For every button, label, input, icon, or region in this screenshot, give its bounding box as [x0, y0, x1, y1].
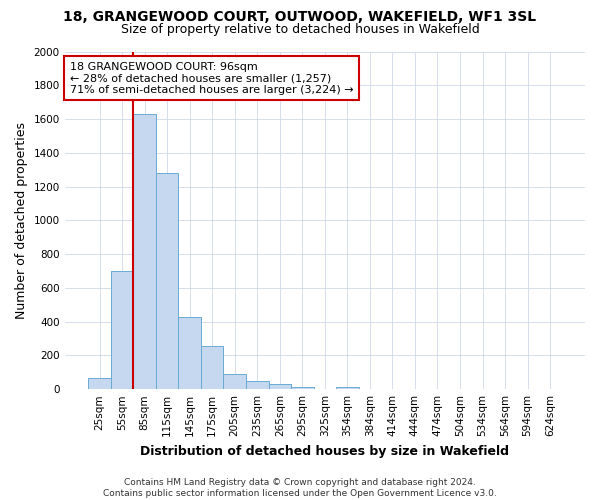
Bar — [291, 386, 314, 389]
Bar — [246, 380, 269, 389]
Bar — [223, 374, 246, 389]
Bar — [178, 316, 201, 389]
Bar — [111, 271, 133, 389]
Text: Contains HM Land Registry data © Crown copyright and database right 2024.
Contai: Contains HM Land Registry data © Crown c… — [103, 478, 497, 498]
Bar — [156, 173, 178, 389]
Bar — [88, 378, 111, 389]
Y-axis label: Number of detached properties: Number of detached properties — [15, 122, 28, 319]
Bar — [201, 346, 223, 389]
Text: Size of property relative to detached houses in Wakefield: Size of property relative to detached ho… — [121, 22, 479, 36]
Bar — [133, 114, 156, 389]
Bar — [336, 386, 359, 389]
X-axis label: Distribution of detached houses by size in Wakefield: Distribution of detached houses by size … — [140, 444, 509, 458]
Text: 18, GRANGEWOOD COURT, OUTWOOD, WAKEFIELD, WF1 3SL: 18, GRANGEWOOD COURT, OUTWOOD, WAKEFIELD… — [64, 10, 536, 24]
Bar — [269, 384, 291, 389]
Text: 18 GRANGEWOOD COURT: 96sqm
← 28% of detached houses are smaller (1,257)
71% of s: 18 GRANGEWOOD COURT: 96sqm ← 28% of deta… — [70, 62, 353, 95]
